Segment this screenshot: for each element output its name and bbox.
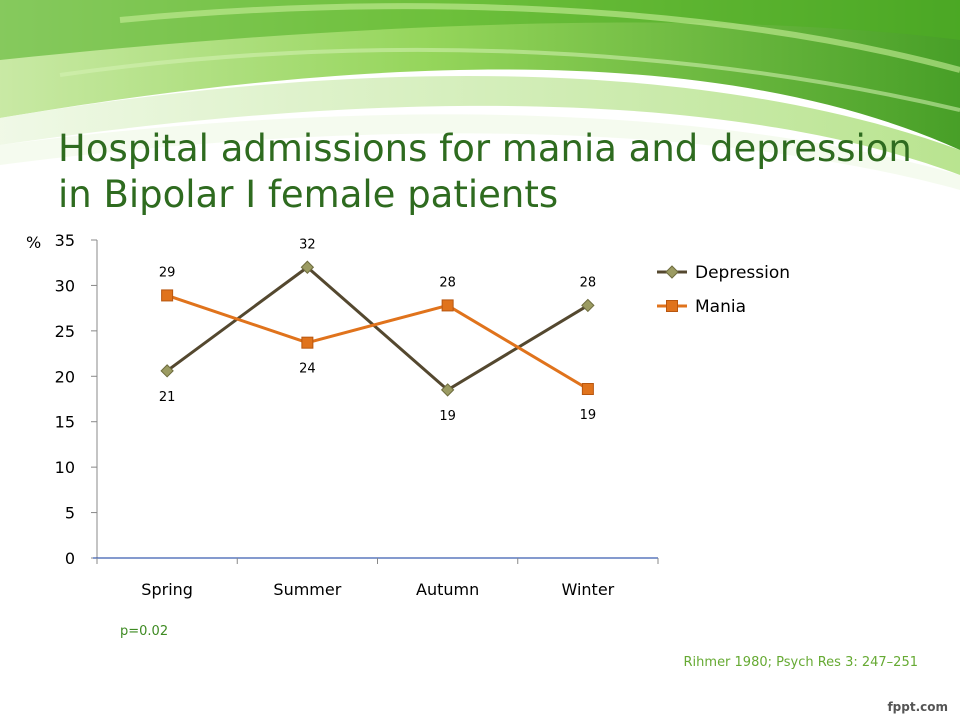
data-point-mania xyxy=(581,383,594,396)
y-tick-label: 35 xyxy=(55,231,75,250)
x-tick-label: Winter xyxy=(562,580,615,599)
slide-title: Hospital admissions for mania and depres… xyxy=(58,127,912,216)
y-tick-label: 20 xyxy=(55,367,75,386)
x-tick-label: Spring xyxy=(141,580,193,599)
chart-series-lines xyxy=(166,265,589,392)
data-label-depression: 28 xyxy=(580,275,597,290)
green-banner-decoration xyxy=(0,0,960,190)
x-tick-label: Summer xyxy=(273,580,341,599)
y-tick-label: 30 xyxy=(55,276,75,295)
data-label-depression: 19 xyxy=(439,409,456,424)
y-tick-label: 0 xyxy=(65,549,75,568)
series-line-mania xyxy=(166,294,589,391)
data-point-mania xyxy=(441,299,454,312)
data-label-mania: 29 xyxy=(159,265,176,280)
p-value-note: p=0.02 xyxy=(120,624,169,639)
data-point-depression xyxy=(160,364,174,378)
data-point-mania xyxy=(301,336,314,349)
citation-note: Rihmer 1980; Psych Res 3: 247–251 xyxy=(683,655,918,670)
x-tick-label: Autumn xyxy=(416,580,479,599)
chart-data-labels: 21 32 19 28 29 24 28 19 xyxy=(159,237,596,424)
chart-axes: 0 5 10 15 20 25 30 35% Spring Summer Autumn Winter xyxy=(26,231,659,599)
chart-legend: Depression Mania xyxy=(657,263,790,317)
data-point-depression xyxy=(300,260,315,274)
series-line-depression xyxy=(166,265,589,392)
y-tick-label: 5 xyxy=(65,504,75,523)
data-label-mania: 24 xyxy=(299,362,316,377)
y-axis-label: % xyxy=(26,233,41,252)
data-point-depression xyxy=(581,298,595,313)
legend-marker-depression xyxy=(665,265,679,279)
y-tick-label: 10 xyxy=(55,458,75,477)
y-tick-label: 25 xyxy=(55,322,75,341)
legend-label-mania: Mania xyxy=(695,297,746,317)
data-label-mania: 19 xyxy=(580,408,597,423)
watermark: fppt.com xyxy=(887,700,948,714)
data-label-mania: 28 xyxy=(439,275,456,290)
legend-label-depression: Depression xyxy=(695,263,790,283)
data-label-depression: 21 xyxy=(159,390,176,405)
chart-markers xyxy=(160,260,595,397)
data-point-depression xyxy=(440,383,455,397)
data-point-mania xyxy=(161,289,174,302)
legend-marker-mania xyxy=(666,300,678,312)
y-tick-label: 15 xyxy=(55,413,75,432)
data-label-depression: 32 xyxy=(299,237,316,252)
